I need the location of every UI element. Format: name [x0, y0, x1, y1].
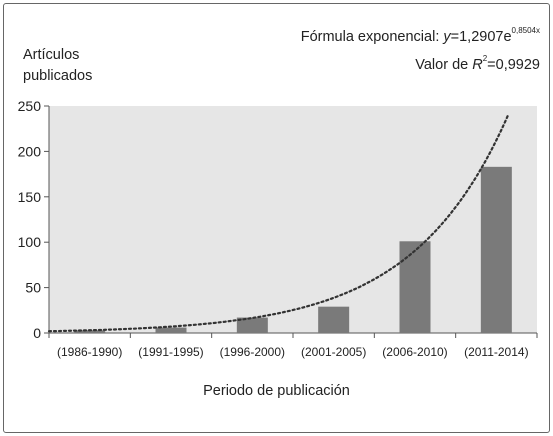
y-axis-label-line1: Artículos: [23, 47, 80, 63]
formula-prefix: Fórmula exponencial:: [300, 29, 444, 45]
y-axis-label: Artículos publicados: [23, 45, 92, 87]
x-axis-label: Periodo de publicación: [203, 383, 350, 399]
formula-line: Fórmula exponencial: y=1,2907e0,8504x: [301, 20, 540, 48]
x-tick-label: (1996-2000): [220, 345, 285, 359]
y-tick-label: 200: [18, 143, 42, 159]
bar: [480, 166, 512, 333]
x-tick-label: (1986-1990): [57, 345, 122, 359]
y-tick-label: 150: [18, 189, 42, 205]
x-tick-label: (2006-2010): [382, 345, 447, 359]
r2-prefix: Valor de: [415, 57, 473, 73]
chart-annotation: Fórmula exponencial: y=1,2907e0,8504x Va…: [301, 20, 540, 76]
r2-value: =0,9929: [487, 57, 540, 73]
y-axis-label-line2: publicados: [23, 68, 93, 84]
y-tick-label: 250: [18, 98, 42, 114]
plot-area: [49, 106, 537, 333]
bar: [318, 306, 350, 333]
y-tick-label: 50: [25, 280, 41, 296]
bar: [236, 317, 268, 333]
formula-equation: =1,2907e: [450, 29, 512, 45]
bar: [155, 327, 187, 333]
trendline: [47, 112, 510, 333]
r2-exponent: 2: [482, 54, 488, 63]
formula-variable: y: [443, 29, 451, 45]
x-tick-label: (2011-2014): [464, 345, 529, 359]
y-tick-label: 0: [33, 325, 41, 341]
r2-line: Valor de R2=0,9929: [301, 48, 540, 76]
bar: [74, 330, 106, 333]
y-tick-label: 100: [18, 234, 42, 250]
x-tick-label: (2001-2005): [301, 345, 366, 359]
x-tick-label: (1991-1995): [138, 345, 203, 359]
bar: [399, 241, 431, 333]
r2-variable: R: [472, 57, 483, 73]
formula-exponent: 0,8504x: [511, 26, 540, 35]
